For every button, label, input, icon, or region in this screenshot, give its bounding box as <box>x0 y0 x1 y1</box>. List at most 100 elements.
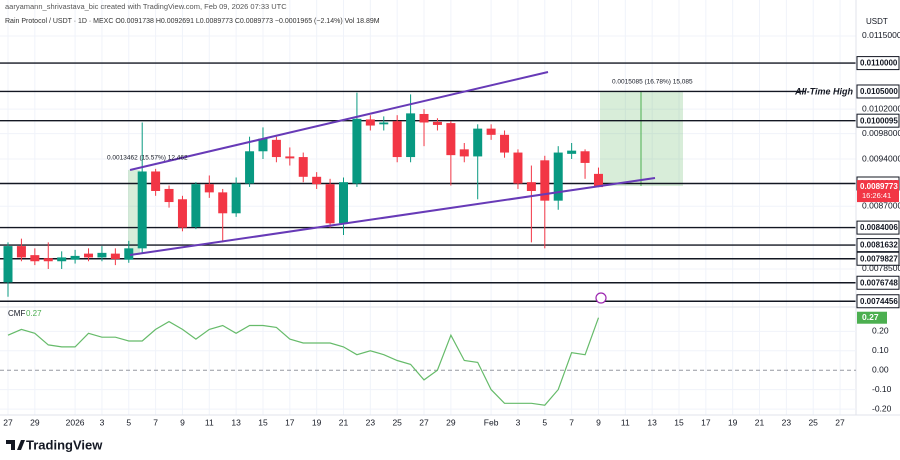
level-label-box <box>856 56 900 71</box>
candle-body <box>16 246 26 258</box>
candle-body <box>285 156 295 159</box>
cmf-pane <box>0 317 856 410</box>
candle-body <box>43 258 53 262</box>
measure-label: 0.0013462 (15.57%) 12,462 <box>107 155 188 162</box>
x-tick-label: 9 <box>596 417 601 427</box>
level-label: 0.0074456 <box>860 297 898 306</box>
x-tick-label: 21 <box>755 417 765 427</box>
candle-body <box>298 157 308 177</box>
channel-upper <box>129 71 549 171</box>
axes: 27 29 2026 3 5 7 9 11 13 15 17 19 21 23 25 27 29 Feb 3 5 7 9 1… <box>3 30 900 427</box>
y-tick-label: 0.0078500 <box>862 263 900 273</box>
x-tick-label: 29 <box>30 417 40 427</box>
brand: TradingView <box>26 437 103 452</box>
x-tick-label: 7 <box>569 417 574 427</box>
candle-body <box>271 139 281 158</box>
x-tick-label: 25 <box>392 417 402 427</box>
candle-body <box>312 176 322 185</box>
cmf-tick-label: 0.20 <box>872 326 889 336</box>
measure-box <box>128 170 140 255</box>
candle-body <box>164 188 174 203</box>
x-tick-label: 11 <box>205 417 214 427</box>
x-tick-label: Feb <box>484 417 499 427</box>
channel-lower <box>129 177 656 256</box>
level-label-box <box>856 251 900 266</box>
x-tick-label: 9 <box>180 417 185 427</box>
x-tick-label: 13 <box>647 417 657 427</box>
x-tick-label: 19 <box>728 417 738 427</box>
candle-body <box>580 151 590 163</box>
candle-body <box>124 248 134 260</box>
logo-mark <box>6 440 25 450</box>
cmf-tick-label: 0.10 <box>872 345 889 355</box>
candle-body <box>365 119 375 126</box>
cmf-tick-label: -0.10 <box>872 384 892 394</box>
level-label: 0.0081632 <box>860 241 898 250</box>
event-marker[interactable] <box>595 292 607 304</box>
brand-logo: TradingView <box>6 437 103 452</box>
candle-body <box>500 134 510 153</box>
x-tick-label: 21 <box>339 417 349 427</box>
candle-body <box>486 128 496 135</box>
candle-body <box>379 122 389 125</box>
level-label: 0.0100095 <box>860 116 898 125</box>
x-tick-label: 7 <box>153 417 158 427</box>
candle-body <box>526 182 536 191</box>
x-tick-label: 5 <box>126 417 131 427</box>
cmf-tick-label: -0.20 <box>872 403 892 413</box>
candle-body <box>57 257 67 262</box>
candle-body <box>84 253 94 258</box>
candle-body <box>258 138 268 152</box>
x-tick-label: 23 <box>782 417 792 427</box>
candle-body <box>352 118 362 184</box>
annotation: All-Time High <box>794 86 853 96</box>
y-tick-label: 0.0087000 <box>862 200 900 210</box>
measure-label: 0.0015085 (16.78%) 15,085 <box>612 79 693 86</box>
level-label: 0.0076748 <box>860 278 898 287</box>
x-tick-label: 27 <box>419 417 429 427</box>
levels <box>0 62 856 302</box>
candle-body <box>459 149 469 157</box>
grid <box>0 0 856 415</box>
last-price-label: 0.0089773 <box>860 182 898 191</box>
x-tick-label: 13 <box>231 417 241 427</box>
y-tick-label: 0.0115000 <box>862 30 900 40</box>
x-tick-label: 29 <box>446 417 456 427</box>
candle-body <box>70 255 80 260</box>
candle-body <box>245 151 255 184</box>
candle-body <box>513 152 523 184</box>
annotation-bg <box>806 85 856 98</box>
x-tick-label: 15 <box>258 417 268 427</box>
y-tick-label: 0.0102000 <box>862 103 900 113</box>
level-label: 0.0079827 <box>860 254 898 263</box>
level-label-box <box>856 220 900 235</box>
cmf-value-box <box>857 311 887 324</box>
candle-body <box>97 252 107 258</box>
cmf-line <box>7 317 600 406</box>
level-label-box <box>856 294 900 309</box>
candle-body <box>191 184 201 227</box>
y-tick-label: 0.0094000 <box>862 153 900 163</box>
x-tick-label: 23 <box>366 417 376 427</box>
candle-body <box>218 192 228 214</box>
level-label-box <box>856 113 900 128</box>
x-tick-label: 2026 <box>66 417 85 427</box>
y-tick-label: 0.0098000 <box>862 128 900 138</box>
candle-body <box>231 183 241 214</box>
level-label: 0.0110000 <box>860 59 898 68</box>
indicator-value: 0.27 <box>26 309 42 318</box>
countdown: 16:26:41 <box>862 191 891 200</box>
candle-body <box>473 128 483 157</box>
level-label: 0.0084006 <box>860 223 898 232</box>
x-tick-label: 25 <box>808 417 818 427</box>
candle-body <box>432 121 442 125</box>
x-tick-label: 3 <box>516 417 521 427</box>
cmf-value-label: 0.27 <box>862 312 879 322</box>
candle-body <box>553 152 563 201</box>
x-tick-label: 15 <box>674 417 684 427</box>
x-tick-label: 19 <box>312 417 322 427</box>
candles <box>3 92 603 297</box>
